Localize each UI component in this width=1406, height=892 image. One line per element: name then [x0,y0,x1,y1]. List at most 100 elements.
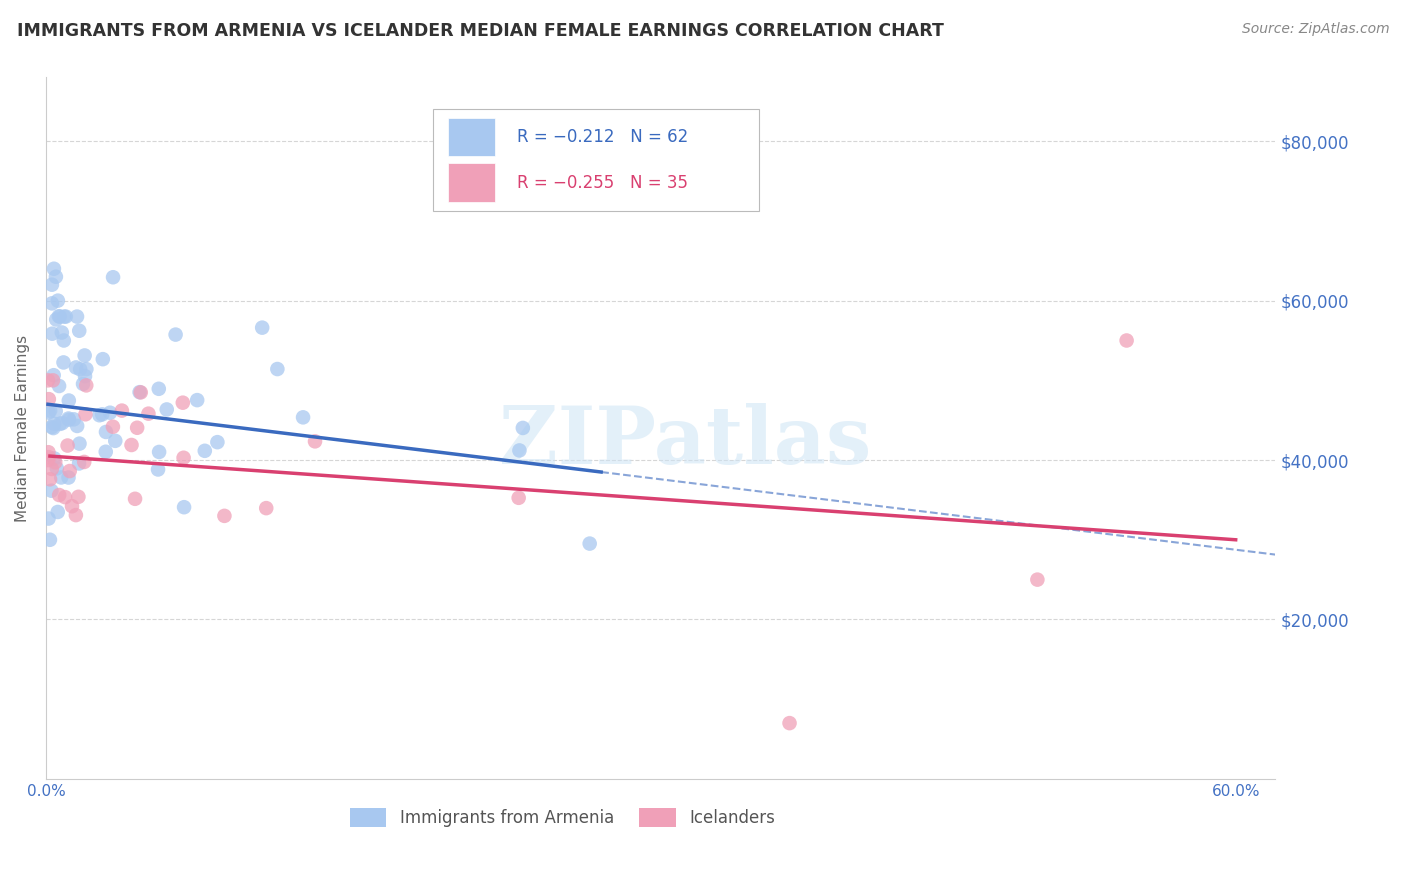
Point [38,392,60,406]
Point [129,385,152,400]
Point [1115,334,1137,348]
Point [37,373,59,387]
Point [512,421,534,435]
Point [73,348,96,362]
Point [508,443,530,458]
Point [46,293,69,308]
Legend: Immigrants from Armenia, Icelanders: Immigrants from Armenia, Icelanders [343,801,782,834]
Point [75,407,97,421]
Point [49,310,72,324]
Point [51,326,73,340]
Point [89,409,111,423]
Point [53,490,76,504]
Point [42,421,65,435]
Point [148,445,170,459]
Point [46,505,69,519]
Point [48,488,70,502]
Point [67,457,90,471]
Point [41,483,63,498]
Point [38,511,60,525]
Point [45,461,67,475]
FancyBboxPatch shape [433,109,759,211]
Point [75,378,97,392]
Point [58,393,80,408]
Point [58,411,80,425]
Point [138,407,160,421]
Point [266,362,288,376]
Point [58,470,80,484]
Text: R = −0.212   N = 62: R = −0.212 N = 62 [517,128,688,146]
Point [49,417,72,431]
Point [779,716,801,731]
Point [51,416,73,430]
Point [44,451,66,466]
Point [173,450,195,465]
Point [101,419,124,434]
Point [292,410,315,425]
Point [60,500,83,514]
Point [44,417,66,431]
Point [214,508,236,523]
Point [69,436,91,450]
Point [508,491,530,505]
Point [172,395,194,409]
Point [45,312,67,326]
Text: R = −0.255   N = 35: R = −0.255 N = 35 [517,174,688,192]
Point [66,419,89,434]
Point [73,369,96,384]
Point [42,373,65,387]
Point [39,472,62,486]
Point [38,405,60,419]
Point [91,352,114,367]
Point [48,310,70,324]
Point [63,412,86,426]
Point [42,368,65,383]
Point [67,324,90,338]
Point [45,269,67,284]
Point [42,261,65,276]
Point [121,438,143,452]
Point [207,435,229,450]
Point [578,536,600,550]
Point [128,385,150,400]
Point [41,296,63,310]
Point [56,438,79,452]
Point [75,362,97,376]
Point [67,490,90,504]
Point [1026,573,1049,587]
Point [98,406,121,420]
Point [58,413,80,427]
Point [44,455,66,469]
Point [65,360,87,375]
Point [39,403,62,417]
Point [52,355,75,369]
Point [53,310,76,324]
Point [66,310,89,324]
Point [156,402,179,417]
Point [173,500,195,515]
Point [72,376,94,391]
Point [194,443,217,458]
Point [104,434,127,448]
Point [94,425,117,439]
Point [39,533,62,547]
Point [73,455,96,469]
Point [37,445,59,459]
Point [127,421,149,435]
Point [146,462,169,476]
Point [101,270,124,285]
Point [65,508,87,522]
Point [165,327,187,342]
Point [41,277,63,292]
Point [250,320,273,334]
Point [94,444,117,458]
Text: ZIPatlas: ZIPatlas [499,403,872,481]
Point [69,362,91,376]
Point [38,450,60,465]
Point [59,464,82,478]
Point [41,420,63,434]
Text: Source: ZipAtlas.com: Source: ZipAtlas.com [1241,22,1389,37]
Point [52,334,75,348]
Point [41,326,63,341]
Point [41,462,63,476]
